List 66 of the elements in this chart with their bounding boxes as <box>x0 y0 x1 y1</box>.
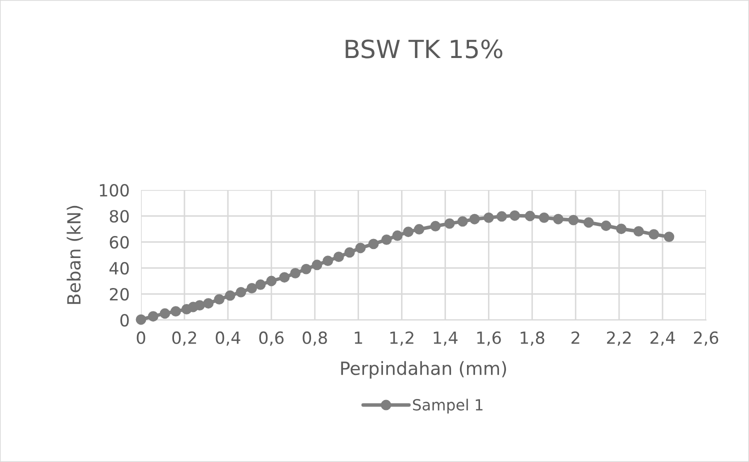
point <box>322 256 334 266</box>
y-tick-label: 20 <box>110 288 129 301</box>
y-tick-label: 0 <box>120 314 129 327</box>
point <box>300 264 312 274</box>
point <box>568 214 579 226</box>
point <box>334 252 344 262</box>
point <box>648 229 660 240</box>
point <box>136 314 146 325</box>
point <box>255 279 266 290</box>
x-tick-label: 2 <box>572 331 580 344</box>
point <box>224 290 236 301</box>
y-axis-title: Beban (kN) <box>66 206 83 304</box>
point <box>616 224 626 234</box>
point <box>214 294 224 305</box>
x-tick-label: 0 <box>136 331 146 344</box>
y-tick-label: 80 <box>110 210 129 223</box>
point <box>381 234 392 245</box>
x-tick-label: 1,6 <box>477 331 501 346</box>
point <box>392 230 403 241</box>
point <box>290 268 300 278</box>
x-tick-label: 2,6 <box>694 331 718 346</box>
point <box>266 276 277 286</box>
y-tick-label: 60 <box>110 236 129 249</box>
point <box>236 286 246 298</box>
point <box>538 212 550 223</box>
point <box>633 226 644 237</box>
x-tick-label: 0,8 <box>302 331 327 346</box>
point <box>414 224 424 234</box>
point <box>553 214 564 224</box>
point <box>368 238 379 250</box>
point <box>469 214 480 224</box>
legend-label: Sampel 1 <box>413 398 482 414</box>
point <box>355 242 366 254</box>
point <box>246 282 258 294</box>
point <box>403 226 414 238</box>
x-tick-label: 1,8 <box>520 331 544 346</box>
x-tick-label: 0,4 <box>216 331 240 346</box>
point <box>194 300 205 311</box>
chart-title: BSW TK 15% <box>346 40 502 58</box>
point <box>170 306 181 316</box>
point <box>148 311 158 322</box>
point <box>312 260 322 270</box>
x-tick-label: 2,4 <box>650 331 675 346</box>
point <box>203 298 214 309</box>
x-tick-label: 2,2 <box>607 331 631 346</box>
point <box>344 247 355 258</box>
x-tick-label: 0,6 <box>259 331 284 346</box>
point <box>160 308 170 319</box>
x-tick-label: 0,2 <box>172 331 196 346</box>
point <box>496 211 507 222</box>
point <box>483 212 494 223</box>
point <box>664 232 674 242</box>
point <box>510 210 520 221</box>
y-tick-label: 100 <box>100 184 129 197</box>
x-tick-label: 1,4 <box>434 332 458 346</box>
y-tick-label: 40 <box>109 262 129 275</box>
point <box>457 216 468 227</box>
point <box>279 272 290 283</box>
x-tick-label: 1 <box>354 332 362 344</box>
point <box>524 210 536 222</box>
point <box>444 218 455 229</box>
x-tick-label: 1,2 <box>390 331 414 346</box>
x-axis-title: Perpindahan (mm) <box>341 361 506 379</box>
point <box>430 220 441 232</box>
point <box>600 220 612 231</box>
point <box>583 217 594 228</box>
